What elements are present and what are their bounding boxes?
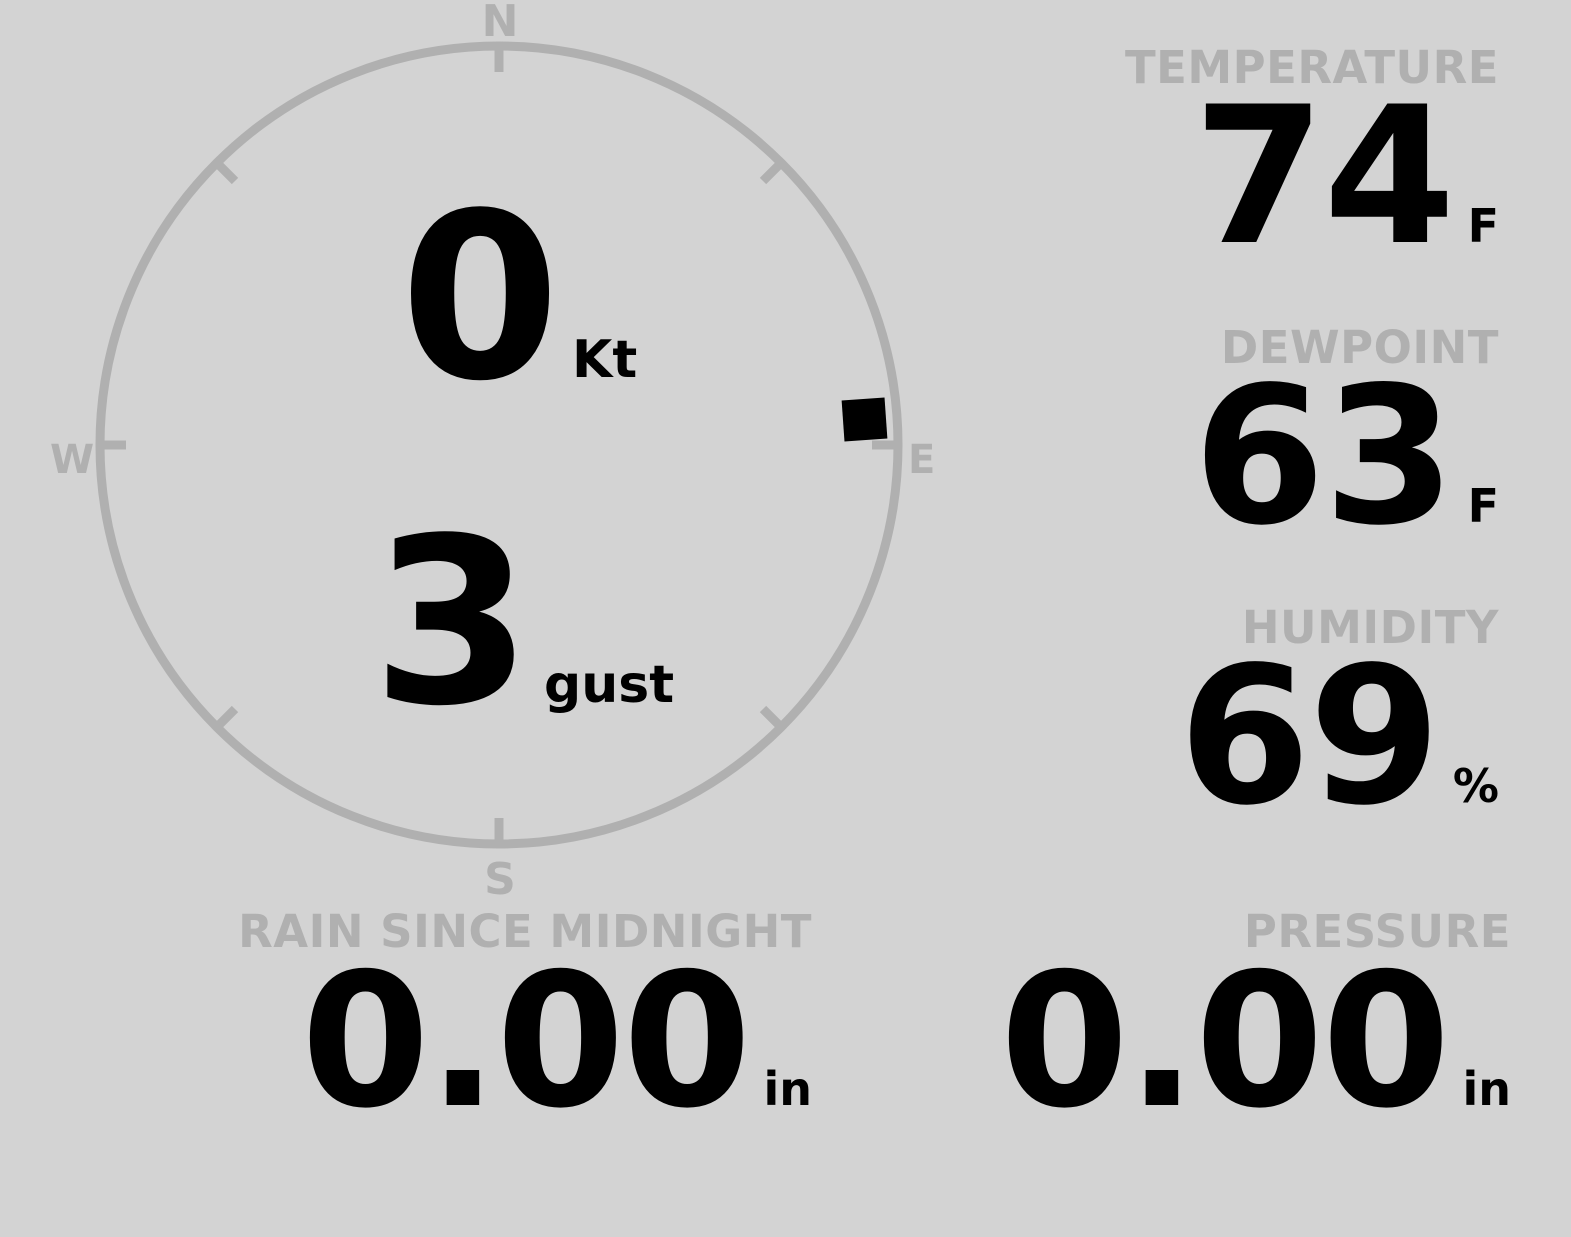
stat-label-humidity: HUMIDITY	[1241, 601, 1499, 654]
stat-value-row-humidity: 69 %	[1178, 626, 1500, 847]
wind-speed-unit: Kt	[572, 330, 638, 390]
compass-label-east: E	[908, 437, 936, 483]
compass-dial-svg	[95, 41, 903, 849]
compass-tick-135	[759, 705, 785, 731]
wind-gust-unit: gust	[544, 655, 675, 715]
stat-value-row-pressure: 0.00 in	[751, 933, 1511, 1149]
wind-speed-readout: 0 Kt	[400, 165, 638, 432]
stat-block-dewpoint: DEWPOINT 63 F	[1193, 321, 1499, 567]
stats-column: TEMPERATURE 74 F DEWPOINT 63 F HUMIDITY …	[971, 0, 1571, 900]
compass-tick-45	[759, 159, 785, 185]
stat-label-pressure: PRESSURE	[1243, 905, 1511, 958]
stat-unit-rain: in	[763, 1062, 812, 1116]
stat-block-pressure: PRESSURE 0.00 in	[751, 905, 1511, 1149]
stat-unit-temperature: F	[1467, 199, 1499, 253]
compass-ticks	[100, 46, 898, 844]
stat-unit-dewpoint: F	[1467, 479, 1499, 533]
compass-label-north: N	[481, 0, 519, 47]
wind-gust-readout: 3 gust	[372, 490, 675, 757]
stat-value-row-rain: 0.00 in	[52, 933, 812, 1149]
stat-unit-humidity: %	[1452, 759, 1499, 813]
stat-value-dewpoint: 63	[1193, 346, 1455, 567]
wind-speed-value: 0	[400, 165, 560, 432]
stat-block-temperature: TEMPERATURE 74 F	[1124, 41, 1499, 287]
compass-label-west: W	[50, 437, 95, 483]
compass-tick-315	[213, 159, 239, 185]
stat-label-temperature: TEMPERATURE	[1124, 41, 1499, 94]
stat-value-pressure: 0.00	[1000, 933, 1450, 1149]
stat-block-humidity: HUMIDITY 69 %	[1178, 601, 1500, 847]
wind-gust-value: 3	[372, 490, 532, 757]
wind-compass-panel: N S W E 0 Kt 3 gust	[0, 0, 1000, 905]
bottom-row: RAIN SINCE MIDNIGHT 0.00 in PRESSURE 0.0…	[0, 895, 1571, 1145]
compass-label-south: S	[484, 854, 516, 905]
stat-label-rain: RAIN SINCE MIDNIGHT	[238, 905, 812, 958]
stat-value-row-temperature: 74 F	[1125, 66, 1499, 287]
stat-unit-pressure: in	[1462, 1062, 1511, 1116]
stat-block-rain: RAIN SINCE MIDNIGHT 0.00 in	[52, 905, 812, 1149]
stat-label-dewpoint: DEWPOINT	[1220, 321, 1499, 374]
wind-direction-marker	[841, 397, 887, 442]
stat-value-rain: 0.00	[301, 933, 751, 1149]
compass-tick-225	[213, 705, 239, 731]
stat-value-row-dewpoint: 63 F	[1193, 346, 1499, 567]
stat-value-humidity: 69	[1178, 626, 1441, 847]
stat-value-temperature: 74	[1193, 66, 1455, 287]
